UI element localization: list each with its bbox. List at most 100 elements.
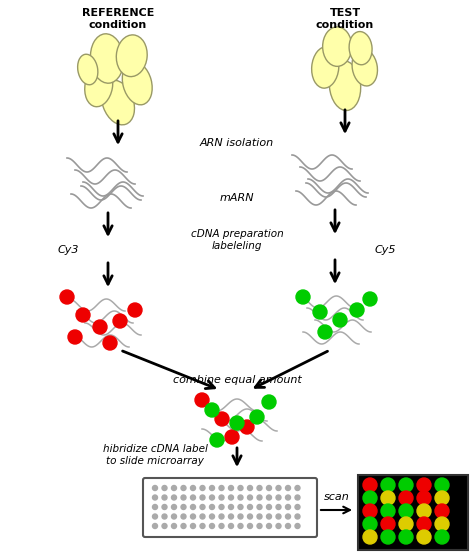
Ellipse shape [329,61,361,111]
Circle shape [162,504,167,509]
Circle shape [219,495,224,500]
Circle shape [219,514,224,519]
Text: TEST
condition: TEST condition [316,8,374,30]
Circle shape [247,486,253,491]
Circle shape [285,514,291,519]
Circle shape [191,504,195,509]
Circle shape [153,514,157,519]
Circle shape [417,478,431,492]
Circle shape [238,504,243,509]
Circle shape [228,495,234,500]
Circle shape [435,517,449,531]
Circle shape [266,504,272,509]
Circle shape [257,504,262,509]
Circle shape [266,524,272,529]
Circle shape [205,403,219,417]
Circle shape [172,504,176,509]
Circle shape [381,530,395,544]
Ellipse shape [101,80,135,125]
Text: scan: scan [324,492,350,502]
Ellipse shape [352,49,377,86]
Circle shape [417,517,431,531]
Circle shape [363,530,377,544]
Circle shape [435,478,449,492]
Circle shape [238,514,243,519]
Circle shape [60,290,74,304]
Circle shape [262,395,276,409]
Text: ARN isolation: ARN isolation [200,138,274,148]
Ellipse shape [91,34,124,83]
Circle shape [181,524,186,529]
Circle shape [181,486,186,491]
Circle shape [230,416,244,430]
Circle shape [172,495,176,500]
Circle shape [295,495,300,500]
Circle shape [181,504,186,509]
Circle shape [162,495,167,500]
Circle shape [238,486,243,491]
Circle shape [399,530,413,544]
Circle shape [363,517,377,531]
Circle shape [381,517,395,531]
Ellipse shape [349,32,372,65]
Circle shape [219,504,224,509]
Circle shape [153,524,157,529]
Circle shape [238,524,243,529]
Circle shape [333,313,347,327]
Circle shape [247,514,253,519]
Ellipse shape [85,65,113,107]
Circle shape [247,495,253,500]
Circle shape [238,495,243,500]
Circle shape [295,524,300,529]
Circle shape [191,495,195,500]
Circle shape [172,486,176,491]
Circle shape [240,420,254,434]
Circle shape [247,504,253,509]
Circle shape [172,524,176,529]
Circle shape [247,524,253,529]
Ellipse shape [78,54,98,85]
Circle shape [285,486,291,491]
Text: combine equal amount: combine equal amount [173,375,301,385]
Circle shape [399,478,413,492]
Circle shape [381,491,395,505]
Circle shape [181,514,186,519]
Circle shape [200,514,205,519]
Text: mARN: mARN [219,193,255,203]
Circle shape [435,530,449,544]
Ellipse shape [116,35,147,77]
Circle shape [435,504,449,518]
Circle shape [266,495,272,500]
Circle shape [295,486,300,491]
Circle shape [225,430,239,444]
Circle shape [285,504,291,509]
Circle shape [210,486,215,491]
Circle shape [93,320,107,334]
Circle shape [76,308,90,322]
Circle shape [350,303,364,317]
Circle shape [399,517,413,531]
Circle shape [219,486,224,491]
Circle shape [435,491,449,505]
Circle shape [276,504,281,509]
Circle shape [363,478,377,492]
Circle shape [128,303,142,317]
Circle shape [399,504,413,518]
Text: cDNA preparation
labeleling: cDNA preparation labeleling [191,229,283,251]
Circle shape [172,514,176,519]
Circle shape [191,514,195,519]
Circle shape [153,504,157,509]
Circle shape [210,504,215,509]
Circle shape [200,504,205,509]
Circle shape [257,524,262,529]
Circle shape [363,504,377,518]
Circle shape [276,524,281,529]
Circle shape [417,491,431,505]
Circle shape [103,336,117,350]
Circle shape [228,486,234,491]
Circle shape [153,495,157,500]
Circle shape [228,514,234,519]
Circle shape [162,524,167,529]
Circle shape [313,305,327,319]
Circle shape [181,495,186,500]
